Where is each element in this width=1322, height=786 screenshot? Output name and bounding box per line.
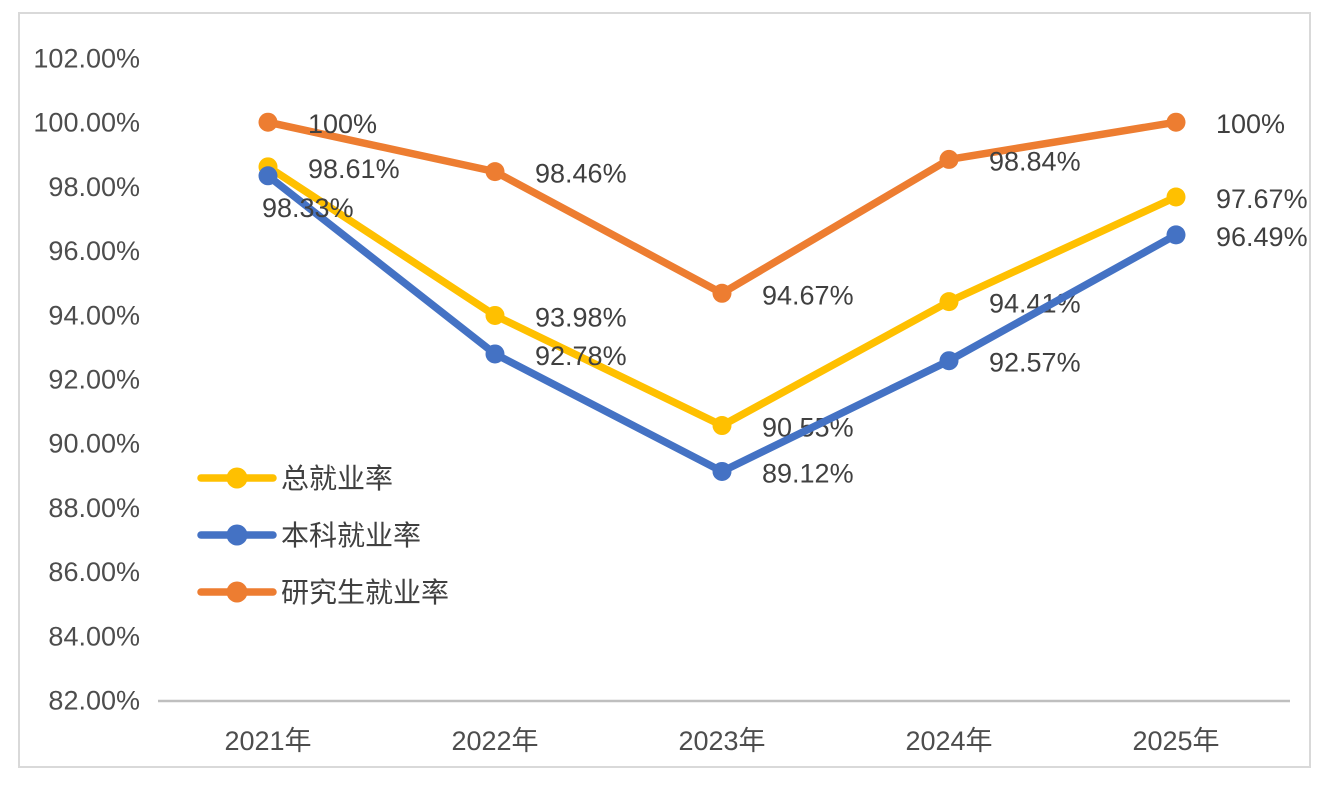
- series-point-undergraduate-employment-rate: [939, 351, 959, 371]
- y-axis-tick-label: 82.00%: [48, 686, 140, 716]
- data-label-undergraduate-employment-rate: 96.49%: [1216, 222, 1308, 252]
- y-axis-tick-label: 98.00%: [48, 172, 140, 202]
- data-label-undergraduate-employment-rate: 92.78%: [535, 341, 627, 371]
- legend-label: 本科就业率: [281, 520, 421, 551]
- y-axis-tick-label: 96.00%: [48, 236, 140, 266]
- legend-item-total-employment-rate: 总就业率: [197, 463, 393, 494]
- x-axis-label: 2021年: [224, 726, 311, 756]
- y-axis-tick-label: 86.00%: [48, 557, 140, 587]
- series-point-total-employment-rate: [712, 416, 732, 436]
- y-axis-tick-label: 94.00%: [48, 300, 140, 330]
- series-point-graduate-employment-rate: [485, 162, 505, 182]
- y-axis-tick-label: 84.00%: [48, 621, 140, 651]
- y-axis-tick-label: 100.00%: [33, 108, 140, 138]
- series-point-total-employment-rate: [485, 305, 505, 325]
- legend-label: 研究生就业率: [281, 577, 449, 608]
- legend-circle-marker: [226, 467, 248, 489]
- y-axis-tick-label: 102.00%: [33, 44, 140, 74]
- legend-circle-marker: [226, 524, 248, 546]
- series-point-graduate-employment-rate: [712, 283, 732, 303]
- series-point-undergraduate-employment-rate: [1166, 225, 1186, 245]
- x-axis-label: 2023年: [678, 726, 765, 756]
- x-axis-label: 2022年: [451, 726, 538, 756]
- data-label-graduate-employment-rate: 94.67%: [762, 280, 854, 310]
- data-label-graduate-employment-rate: 100%: [308, 109, 377, 139]
- legend-label: 总就业率: [281, 463, 393, 494]
- data-label-graduate-employment-rate: 98.84%: [989, 146, 1081, 176]
- data-label-total-employment-rate: 93.98%: [535, 302, 627, 332]
- series-point-undergraduate-employment-rate: [258, 166, 278, 186]
- y-axis-tick-label: 92.00%: [48, 365, 140, 395]
- data-label-undergraduate-employment-rate: 92.57%: [989, 348, 1081, 378]
- series-point-graduate-employment-rate: [258, 112, 278, 132]
- y-axis-tick-label: 88.00%: [48, 493, 140, 523]
- x-axis-label: 2024年: [905, 726, 992, 756]
- x-axis-label: 2025年: [1132, 726, 1219, 756]
- y-axis-tick-label: 90.00%: [48, 429, 140, 459]
- legend-item-undergraduate-employment-rate: 本科就业率: [197, 520, 421, 551]
- data-label-graduate-employment-rate: 100%: [1216, 109, 1285, 139]
- data-label-total-employment-rate: 98.61%: [308, 154, 400, 184]
- data-label-total-employment-rate: 97.67%: [1216, 184, 1308, 214]
- data-label-undergraduate-employment-rate: 89.12%: [762, 458, 854, 488]
- data-label-undergraduate-employment-rate: 98.33%: [262, 193, 354, 223]
- series-point-undergraduate-employment-rate: [712, 461, 732, 481]
- series-point-total-employment-rate: [939, 292, 959, 312]
- series-point-graduate-employment-rate: [939, 149, 959, 169]
- series-point-undergraduate-employment-rate: [485, 344, 505, 364]
- chart-border: [18, 12, 1311, 768]
- series-point-graduate-employment-rate: [1166, 112, 1186, 132]
- series-point-total-employment-rate: [1166, 187, 1186, 207]
- legend-item-graduate-employment-rate: 研究生就业率: [197, 577, 449, 608]
- data-label-graduate-employment-rate: 98.46%: [535, 159, 627, 189]
- legend-circle-marker: [226, 581, 248, 603]
